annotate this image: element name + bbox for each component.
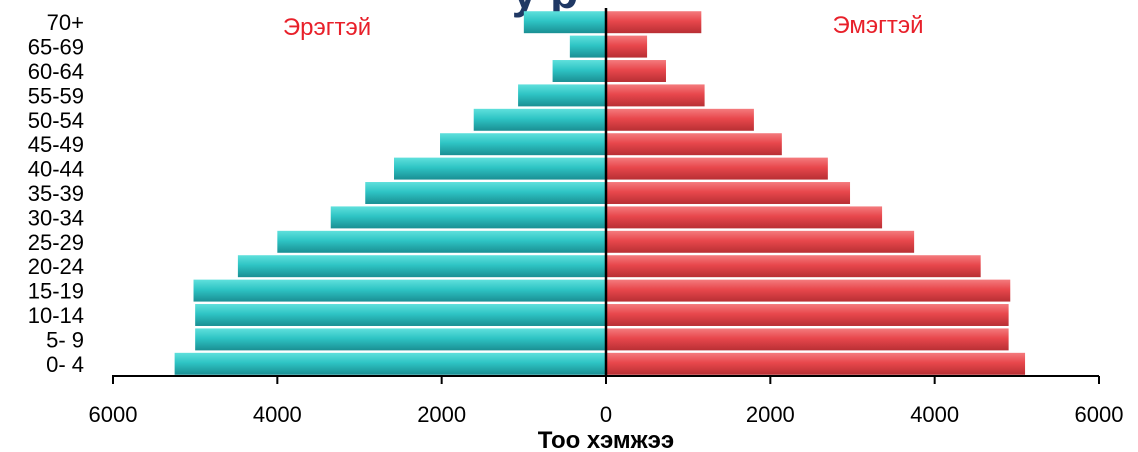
- x-tick-label: 4000: [910, 402, 959, 427]
- female-bar-45-49: [606, 133, 782, 156]
- x-tick-label: 4000: [253, 402, 302, 427]
- category-label: 35-39: [28, 181, 84, 206]
- x-axis-ticks: 6000 4000 2000 0 2000 4000 6000: [89, 376, 1124, 427]
- female-bar-5-9: [606, 328, 1009, 351]
- male-bar-50-54: [473, 108, 606, 131]
- x-tick-label: 0: [600, 402, 612, 427]
- x-tick-label: 2000: [746, 402, 795, 427]
- male-bar-65-69: [569, 35, 606, 58]
- female-bar-10-14: [606, 304, 1009, 326]
- category-label: 50-54: [28, 108, 84, 133]
- category-label: 65-69: [28, 35, 84, 60]
- x-tick-label: 6000: [89, 402, 138, 427]
- category-label: 45-49: [28, 132, 84, 157]
- female-bar-70plus: [606, 11, 702, 34]
- male-bar-30-34: [330, 206, 606, 229]
- female-bar-35-39: [606, 182, 851, 204]
- female-bar-15-19: [606, 279, 1011, 302]
- female-bar-30-34: [606, 206, 883, 229]
- male-bar-5-9: [195, 328, 606, 351]
- female-bar-40-44: [606, 157, 828, 180]
- category-label: 25-29: [28, 230, 84, 255]
- category-label: 10-14: [28, 303, 84, 328]
- male-bar-45-49: [440, 133, 606, 156]
- male-bar-25-29: [277, 230, 606, 253]
- female-bar-0-4: [606, 352, 1026, 375]
- female-bar-65-69: [606, 35, 648, 58]
- female-bar-55-59: [606, 84, 705, 107]
- x-tick-label: 6000: [1075, 402, 1124, 427]
- legend-male-label: Эрэгтэй: [283, 14, 371, 41]
- male-bar-10-14: [195, 304, 606, 326]
- x-tick-label: 2000: [417, 402, 466, 427]
- category-label: 20-24: [28, 254, 84, 279]
- x-axis-title: Тоо хэмжээ: [538, 427, 674, 452]
- category-label: 0- 4: [46, 352, 84, 377]
- category-label: 70+: [47, 10, 84, 35]
- male-bar-55-59: [518, 84, 606, 107]
- category-label: 5- 9: [46, 327, 84, 352]
- category-label: 60-64: [28, 59, 84, 84]
- category-label: 55-59: [28, 83, 84, 108]
- male-bar-40-44: [394, 157, 606, 180]
- male-bars: [174, 11, 607, 375]
- legend-female-label: Эмэгтэй: [832, 12, 923, 39]
- category-label: 40-44: [28, 157, 84, 182]
- female-bar-25-29: [606, 230, 915, 253]
- female-bar-60-64: [606, 60, 666, 82]
- male-bar-15-19: [193, 279, 607, 302]
- male-bar-0-4: [174, 352, 606, 375]
- female-bar-50-54: [606, 108, 754, 131]
- male-bar-35-39: [365, 182, 606, 204]
- category-label: 15-19: [28, 279, 84, 304]
- category-labels: 0- 45- 910-1415-1920-2425-2930-3435-3940…: [28, 10, 84, 377]
- female-bar-20-24: [606, 255, 981, 278]
- female-bars: [606, 11, 1026, 375]
- male-bar-60-64: [552, 60, 606, 82]
- category-label: 30-34: [28, 205, 84, 230]
- male-bar-20-24: [237, 255, 607, 278]
- male-bar-70plus: [523, 11, 606, 34]
